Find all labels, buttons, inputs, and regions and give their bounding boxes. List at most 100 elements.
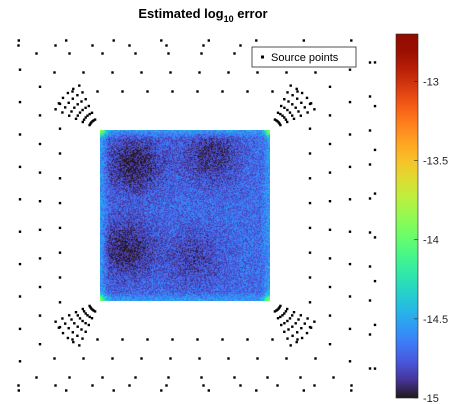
source-point xyxy=(78,84,81,87)
source-point xyxy=(308,276,312,279)
source-point xyxy=(140,357,143,360)
source-point xyxy=(88,123,91,127)
source-point xyxy=(287,100,290,103)
colorbar-tick-label: -14 xyxy=(423,235,439,247)
source-point xyxy=(160,389,163,392)
source-point xyxy=(302,39,305,42)
source-point xyxy=(18,230,22,233)
source-point xyxy=(373,61,377,64)
source-point xyxy=(18,360,22,363)
source-point xyxy=(134,376,137,379)
source-point xyxy=(91,44,94,47)
source-point xyxy=(368,61,372,64)
heatmap xyxy=(100,130,270,301)
source-point xyxy=(284,310,288,313)
source-point xyxy=(38,314,42,317)
source-point xyxy=(305,331,309,335)
source-point xyxy=(81,91,84,94)
source-point xyxy=(373,192,377,195)
source-point xyxy=(273,118,277,121)
source-point xyxy=(38,257,42,260)
source-point xyxy=(283,330,286,333)
source-point xyxy=(283,106,286,109)
source-point xyxy=(302,389,305,392)
source-point xyxy=(328,314,332,317)
source-point xyxy=(61,96,65,100)
source-point xyxy=(74,311,78,314)
source-point xyxy=(328,343,332,346)
source-point xyxy=(84,312,87,315)
source-point xyxy=(313,384,316,387)
source-point xyxy=(81,108,84,112)
source-point xyxy=(90,317,94,320)
source-point xyxy=(368,95,372,98)
legend-marker xyxy=(261,55,264,59)
source-point xyxy=(70,318,73,321)
source-point xyxy=(169,71,172,74)
source-point xyxy=(128,44,131,47)
source-point xyxy=(66,336,70,340)
source-point xyxy=(58,226,62,230)
source-point xyxy=(305,96,309,100)
source-point xyxy=(88,315,91,319)
source-point xyxy=(279,123,282,127)
source-point xyxy=(73,322,76,325)
source-point xyxy=(68,114,71,117)
source-point xyxy=(171,338,174,341)
source-point xyxy=(350,39,353,42)
source-point xyxy=(291,114,294,117)
source-point xyxy=(84,98,87,101)
source-point xyxy=(67,101,70,104)
source-point xyxy=(303,106,306,109)
source-point xyxy=(300,327,303,330)
source-point xyxy=(297,110,300,113)
source-point xyxy=(296,331,299,334)
source-point xyxy=(101,52,104,55)
source-point xyxy=(221,338,224,341)
source-point xyxy=(308,127,312,130)
source-point xyxy=(348,198,352,201)
source-point xyxy=(76,94,79,97)
source-point xyxy=(297,318,300,321)
source-point xyxy=(17,389,20,392)
source-point xyxy=(58,276,62,279)
source-point xyxy=(368,231,372,234)
source-point xyxy=(38,171,42,174)
source-point xyxy=(111,357,114,360)
source-point xyxy=(296,338,299,341)
source-point xyxy=(289,344,292,347)
source-point xyxy=(276,317,280,320)
source-point xyxy=(288,111,292,114)
source-point xyxy=(300,91,304,95)
source-point xyxy=(277,121,280,124)
source-point xyxy=(373,323,377,327)
source-point xyxy=(299,114,302,117)
source-point xyxy=(368,265,372,268)
source-point xyxy=(38,142,42,146)
source-point xyxy=(299,314,302,317)
source-point xyxy=(71,331,74,334)
source-point xyxy=(82,71,85,74)
source-point xyxy=(111,71,114,74)
source-point xyxy=(283,322,286,325)
source-point xyxy=(348,262,352,266)
source-point xyxy=(18,295,22,298)
source-point xyxy=(167,52,170,55)
source-point xyxy=(273,310,277,313)
legend-label: Source points xyxy=(271,52,339,64)
source-point xyxy=(61,317,64,320)
source-point xyxy=(350,389,353,392)
source-point xyxy=(76,314,79,317)
source-point xyxy=(280,104,283,108)
source-point xyxy=(202,384,205,387)
source-point xyxy=(86,114,89,117)
source-point xyxy=(17,44,20,47)
source-point xyxy=(281,314,284,317)
source-point xyxy=(368,333,372,336)
source-point xyxy=(285,357,288,360)
source-point xyxy=(17,39,20,42)
source-point xyxy=(18,262,22,266)
source-point xyxy=(207,389,210,392)
chart-title: Estimated log10 error xyxy=(138,6,267,24)
